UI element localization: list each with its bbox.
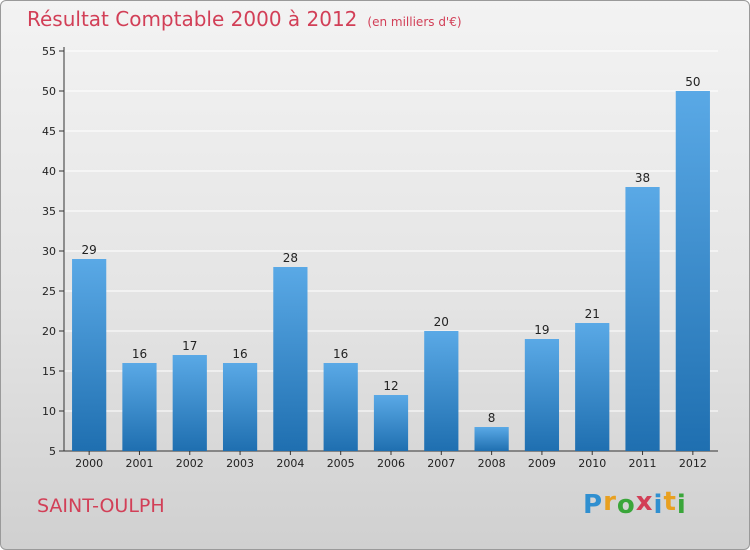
bar-2006 bbox=[373, 395, 409, 451]
y-tick-label: 15 bbox=[42, 365, 56, 378]
x-tick-label-2002: 2002 bbox=[176, 457, 204, 470]
chart-subtitle: (en milliers d'€) bbox=[367, 15, 462, 29]
y-tick-label: 10 bbox=[42, 405, 56, 418]
data-label-2003: 16 bbox=[232, 347, 247, 361]
x-tick-label-2010: 2010 bbox=[578, 457, 606, 470]
bar-2011 bbox=[625, 187, 660, 451]
title-row: Résultat Comptable 2000 à 2012 (en millie… bbox=[27, 7, 462, 31]
bar-2010 bbox=[575, 323, 610, 451]
bar-2002 bbox=[172, 355, 207, 451]
y-tick-label: 40 bbox=[42, 165, 56, 178]
bar-2007 bbox=[424, 331, 459, 451]
x-tick-label-2008: 2008 bbox=[478, 457, 506, 470]
bar-2001 bbox=[122, 363, 157, 451]
bar-2000 bbox=[72, 259, 107, 451]
x-tick-label-2004: 2004 bbox=[276, 457, 304, 470]
y-tick-label: 25 bbox=[42, 285, 56, 298]
logo-letter: x bbox=[635, 487, 654, 517]
x-tick-label-2011: 2011 bbox=[629, 457, 657, 470]
bar-2003 bbox=[222, 363, 258, 451]
x-tick-label-2001: 2001 bbox=[125, 457, 153, 470]
x-tick-label-2007: 2007 bbox=[427, 457, 455, 470]
data-label-2000: 29 bbox=[82, 243, 97, 257]
data-label-2010: 21 bbox=[585, 307, 600, 321]
logo-letter: i bbox=[676, 490, 687, 520]
data-label-2007: 20 bbox=[434, 315, 449, 329]
data-label-2001: 16 bbox=[132, 347, 147, 361]
data-label-2011: 38 bbox=[635, 171, 650, 185]
logo-letter: t bbox=[663, 487, 677, 517]
y-tick-label: 20 bbox=[42, 325, 56, 338]
x-tick-label-2005: 2005 bbox=[327, 457, 355, 470]
labels: 5 10 15 20 25 30 35 40 45 50 55 29 2000 16 2001 17 2002 1… bbox=[42, 45, 707, 470]
data-label-2009: 19 bbox=[534, 323, 549, 337]
x-tick-label-2003: 2003 bbox=[226, 457, 254, 470]
y-tick-label: 35 bbox=[42, 205, 56, 218]
proxiti-logo: Proxiti bbox=[583, 487, 687, 520]
data-label-2008: 8 bbox=[488, 411, 496, 425]
bar-2008 bbox=[474, 427, 509, 451]
x-tick-label-2006: 2006 bbox=[377, 457, 405, 470]
bar-2012 bbox=[675, 91, 710, 451]
data-label-2012: 50 bbox=[685, 75, 700, 89]
x-tick-label-2012: 2012 bbox=[679, 457, 707, 470]
x-tick-label-2000: 2000 bbox=[75, 457, 103, 470]
y-tick-label: 45 bbox=[42, 125, 56, 138]
chart-title: Résultat Comptable 2000 à 2012 bbox=[27, 7, 358, 31]
x-tick-label-2009: 2009 bbox=[528, 457, 556, 470]
town-name: SAINT-OULPH bbox=[37, 495, 165, 517]
y-tick-label: 5 bbox=[49, 445, 56, 458]
bar-2004 bbox=[273, 267, 308, 451]
bar-2009 bbox=[524, 339, 560, 451]
logo-letter: o bbox=[616, 490, 636, 520]
y-tick-label: 50 bbox=[42, 85, 56, 98]
logo-letter: P bbox=[583, 490, 604, 520]
data-label-2006: 12 bbox=[383, 379, 398, 393]
bar-2005 bbox=[323, 363, 358, 451]
data-label-2005: 16 bbox=[333, 347, 348, 361]
data-label-2002: 17 bbox=[182, 339, 197, 353]
logo-letter: i bbox=[653, 490, 664, 520]
y-tick-label: 30 bbox=[42, 245, 56, 258]
y-tick-label: 55 bbox=[42, 45, 56, 58]
bars bbox=[72, 91, 710, 451]
data-label-2004: 28 bbox=[283, 251, 298, 265]
logo-letter: r bbox=[603, 487, 617, 517]
